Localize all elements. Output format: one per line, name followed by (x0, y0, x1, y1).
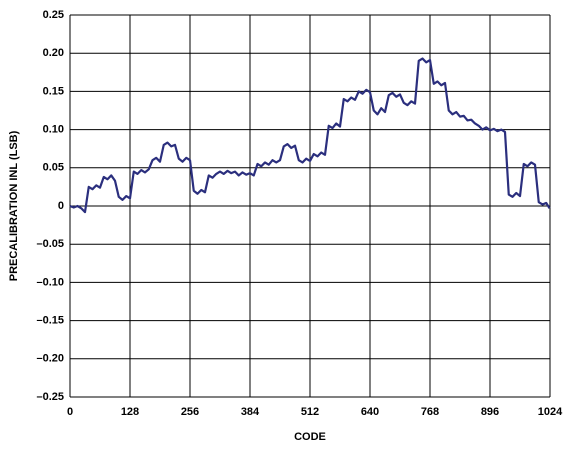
y-tick-label: –0.10 (36, 276, 64, 288)
x-tick-label: 1024 (538, 406, 563, 418)
x-tick-label: 896 (481, 406, 499, 418)
data-line (69, 57, 551, 214)
y-tick-label: 0 (58, 200, 64, 212)
y-tick-label: –0.15 (36, 315, 64, 327)
x-tick-label: 0 (67, 406, 73, 418)
x-tick-label: 256 (181, 406, 199, 418)
x-tick-label: 640 (361, 406, 379, 418)
y-tick-label: 0.15 (43, 85, 64, 97)
x-tick-label: 768 (421, 406, 439, 418)
y-tick-label: 0.25 (43, 9, 64, 21)
x-tick-label: 384 (241, 406, 260, 418)
y-tick-label: 0.05 (43, 162, 64, 174)
y-tick-label: –0.20 (36, 353, 64, 365)
x-axis-label: CODE (294, 431, 326, 443)
y-axis-label: PRECALIBRATION INL (LSB) (8, 130, 20, 281)
y-tick-label: –0.05 (36, 238, 64, 250)
y-tick-label: –0.25 (36, 391, 64, 403)
y-tick-label: 0.10 (43, 124, 64, 136)
x-tick-label: 128 (121, 406, 139, 418)
x-tick-label: 512 (301, 406, 319, 418)
y-tick-label: 0.20 (43, 47, 64, 59)
